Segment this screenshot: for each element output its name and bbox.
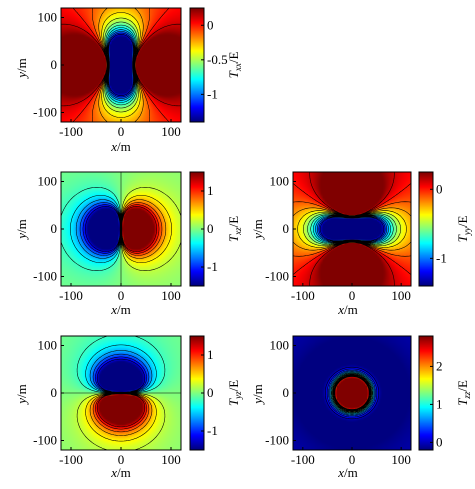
y-tick-label: 100 xyxy=(38,10,58,25)
panel-xz: -100 0 100 100 0 -100 x/m y/m 1 0 -1 Txz/E xyxy=(14,171,243,317)
x-tick-label: 100 xyxy=(391,452,411,467)
panel-yy: -100 0 100 100 0 -100 x/m y/m 0 -1 Tyy/E xyxy=(250,171,472,317)
x-tick-label: 0 xyxy=(349,452,356,467)
x-axis-label: x/m xyxy=(337,302,358,317)
y-axis-label: y/m xyxy=(14,384,29,406)
panel-xx: -100 0 100 100 0 -100 x/m y/m 0 -0.5 -1 Txx/E xyxy=(14,7,243,154)
x-tick-label: 100 xyxy=(161,124,181,139)
y-axis-label: y/m xyxy=(14,58,29,80)
panel-zz: -100 0 100 100 0 -100 x/m y/m 2 1 0 Tzz/E xyxy=(250,335,472,480)
y-tick-label: -100 xyxy=(265,269,289,284)
colorbar-tick-label: 1 xyxy=(207,183,214,198)
y-axis-label: y/m xyxy=(250,219,265,241)
contour-lines xyxy=(60,7,182,123)
colorbar-tick-label: -0.5 xyxy=(207,52,228,67)
y-tick-label: 100 xyxy=(38,338,58,353)
x-tick-label: 100 xyxy=(391,288,411,303)
y-tick-label: 0 xyxy=(283,385,290,400)
colorbar xyxy=(190,336,204,450)
x-tick-label: 0 xyxy=(118,124,125,139)
colorbar-tick-label: 0 xyxy=(207,221,214,236)
heatmap-zz xyxy=(293,336,411,450)
x-tick-label: 100 xyxy=(161,288,181,303)
contour-lines xyxy=(292,171,412,287)
y-tick-label: 100 xyxy=(38,174,58,189)
colorbar-tick-label: -1 xyxy=(207,423,218,438)
contour-lines xyxy=(325,366,379,420)
colorbar-label: Txx/E xyxy=(226,52,243,79)
colorbar-frame xyxy=(418,171,434,287)
colorbar-tick-label: 1 xyxy=(207,347,214,362)
colorbar xyxy=(419,172,433,286)
colorbar-tick-label: 0 xyxy=(436,434,443,449)
x-tick-label: -100 xyxy=(59,288,83,303)
colorbar-tick-label: -1 xyxy=(207,259,218,274)
colorbar-tick-label: -1 xyxy=(436,250,447,265)
y-tick-label: 0 xyxy=(283,221,290,236)
colorbar-label: Tyy/E xyxy=(455,216,472,243)
colorbar xyxy=(190,8,204,122)
y-tick-label: 0 xyxy=(51,385,58,400)
y-tick-label: -100 xyxy=(33,433,57,448)
colorbar-label: Txz/E xyxy=(226,216,243,242)
x-axis-label: x/m xyxy=(337,465,358,480)
x-tick-label: -100 xyxy=(291,452,315,467)
x-tick-label: -100 xyxy=(59,124,83,139)
x-tick-label: 0 xyxy=(118,288,125,303)
contour-lines xyxy=(61,335,181,451)
y-tick-label: 0 xyxy=(51,221,58,236)
x-tick-label: 0 xyxy=(118,452,125,467)
colorbar-tick-label: 0 xyxy=(207,17,214,32)
colorbar-tick-label: 1 xyxy=(436,396,443,411)
colorbar-label: Tzz/E xyxy=(455,380,472,406)
x-tick-label: -100 xyxy=(59,452,83,467)
heatmap-xx xyxy=(61,8,181,122)
x-axis-label: x/m xyxy=(110,465,131,480)
x-tick-label: 100 xyxy=(161,452,181,467)
colorbar xyxy=(190,172,204,286)
x-axis-label: x/m xyxy=(110,302,131,317)
y-axis-label: y/m xyxy=(14,219,29,241)
x-tick-label: 0 xyxy=(349,288,356,303)
y-tick-label: 100 xyxy=(270,338,290,353)
x-tick-label: -100 xyxy=(291,288,315,303)
y-tick-label: -100 xyxy=(33,269,57,284)
colorbar-frame xyxy=(189,7,205,123)
y-tick-label: 0 xyxy=(51,57,58,72)
contour-lines xyxy=(60,172,182,286)
colorbar-tick-label: 0 xyxy=(436,181,443,196)
y-tick-label: -100 xyxy=(265,433,289,448)
colorbar xyxy=(419,336,433,450)
colorbar-label: Tyz/E xyxy=(226,380,243,406)
colorbar-frame xyxy=(418,335,434,451)
heatmap-yy xyxy=(293,172,411,286)
x-axis-label: x/m xyxy=(110,139,131,154)
colorbar-tick-label: 2 xyxy=(436,358,443,373)
y-axis-label: y/m xyxy=(250,384,265,406)
y-tick-label: 100 xyxy=(270,174,290,189)
colorbar-tick-label: -1 xyxy=(207,86,218,101)
panel-yz: -100 0 100 100 0 -100 x/m y/m 1 0 -1 Tyz/E xyxy=(14,335,243,480)
y-tick-label: -100 xyxy=(33,105,57,120)
colorbar-tick-label: 0 xyxy=(207,385,214,400)
